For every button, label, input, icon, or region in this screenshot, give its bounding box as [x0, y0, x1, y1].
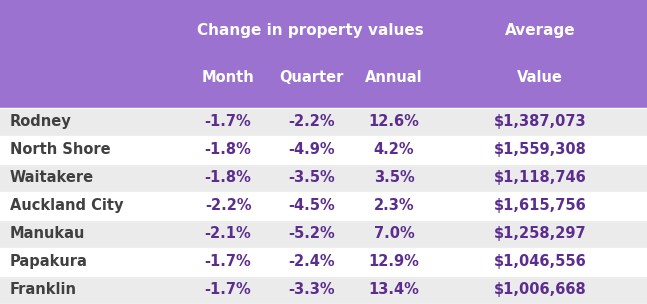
Text: Average: Average — [505, 23, 576, 38]
Text: Franklin: Franklin — [10, 282, 77, 297]
Text: North Shore: North Shore — [10, 142, 111, 157]
Text: 13.4%: 13.4% — [369, 282, 419, 297]
Text: Waitakere: Waitakere — [10, 170, 94, 185]
Text: $1,046,556: $1,046,556 — [494, 254, 587, 269]
Text: $1,615,756: $1,615,756 — [494, 198, 587, 213]
Text: -2.4%: -2.4% — [288, 254, 335, 269]
Text: $1,118,746: $1,118,746 — [494, 170, 587, 185]
Text: $1,559,308: $1,559,308 — [494, 142, 587, 157]
Text: Value: Value — [518, 70, 563, 85]
Text: Rodney: Rodney — [10, 114, 71, 130]
Text: Auckland City: Auckland City — [10, 198, 123, 213]
Text: Papakura: Papakura — [10, 254, 87, 269]
Text: -5.2%: -5.2% — [288, 226, 335, 241]
Text: Annual: Annual — [365, 70, 423, 85]
Text: -1.7%: -1.7% — [204, 282, 252, 297]
Bar — [0, 192, 647, 220]
Text: -2.2%: -2.2% — [288, 114, 335, 130]
Text: 7.0%: 7.0% — [374, 226, 414, 241]
Text: 2.3%: 2.3% — [374, 198, 414, 213]
Text: -1.8%: -1.8% — [204, 142, 252, 157]
Text: Quarter: Quarter — [280, 70, 344, 85]
Bar — [0, 0, 647, 108]
Text: -1.7%: -1.7% — [204, 254, 252, 269]
Text: -2.2%: -2.2% — [204, 198, 252, 213]
Text: 12.6%: 12.6% — [369, 114, 419, 130]
Bar — [0, 220, 647, 248]
Text: -1.8%: -1.8% — [204, 170, 252, 185]
Bar — [0, 276, 647, 304]
Text: -4.5%: -4.5% — [288, 198, 335, 213]
Text: -4.9%: -4.9% — [288, 142, 335, 157]
Text: Month: Month — [202, 70, 254, 85]
Text: -1.7%: -1.7% — [204, 114, 252, 130]
Text: Change in property values: Change in property values — [197, 23, 424, 38]
Text: 12.9%: 12.9% — [369, 254, 419, 269]
Bar — [0, 164, 647, 192]
Text: 3.5%: 3.5% — [374, 170, 414, 185]
Bar — [0, 108, 647, 136]
Text: $1,006,668: $1,006,668 — [494, 282, 587, 297]
Bar — [0, 136, 647, 164]
Bar — [0, 248, 647, 276]
Text: $1,258,297: $1,258,297 — [494, 226, 587, 241]
Text: $1,387,073: $1,387,073 — [494, 114, 587, 130]
Text: -2.1%: -2.1% — [204, 226, 252, 241]
Text: -3.5%: -3.5% — [288, 170, 335, 185]
Text: 4.2%: 4.2% — [374, 142, 414, 157]
Text: -3.3%: -3.3% — [288, 282, 335, 297]
Text: Manukau: Manukau — [10, 226, 85, 241]
